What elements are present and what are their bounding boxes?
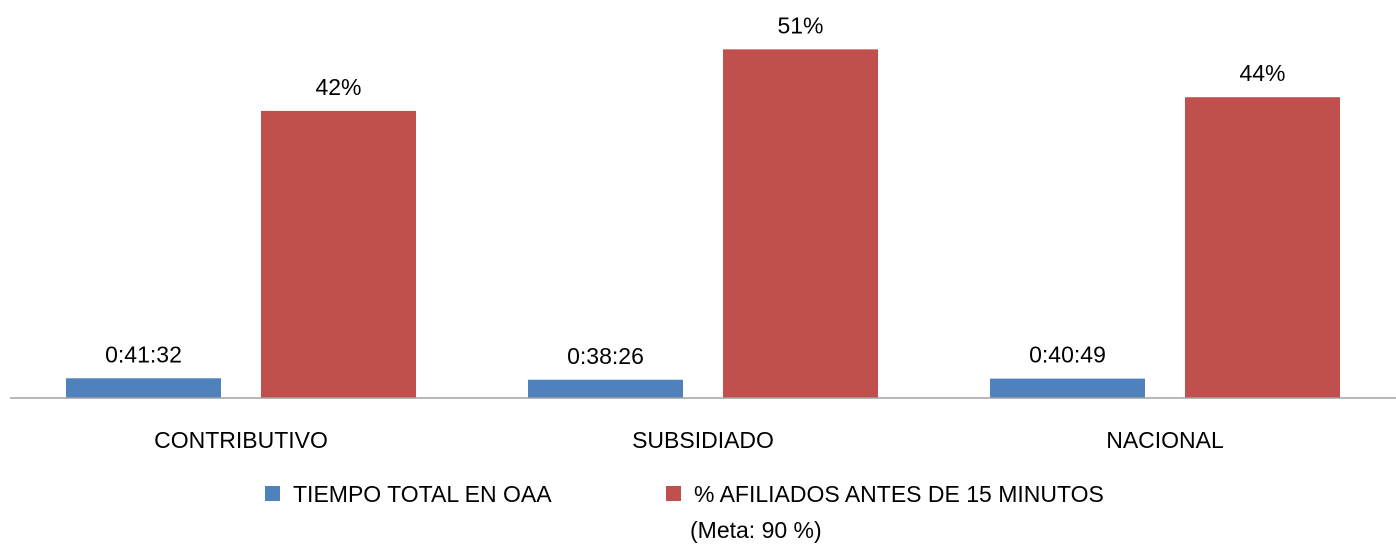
legend-label: TIEMPO TOTAL EN OAA: [293, 481, 552, 507]
bar: [261, 110, 416, 398]
x-tick-label: SUBSIDIADO: [632, 427, 774, 453]
value-label: 42%: [315, 74, 361, 100]
legend-swatch: [265, 486, 280, 501]
x-tick-label: NACIONAL: [1106, 427, 1224, 453]
legend-label: % AFILIADOS ANTES DE 15 MINUTOS (Meta: 90…: [690, 481, 1104, 543]
x-tick-label: CONTRIBUTIVO: [154, 427, 328, 453]
bar: [528, 379, 683, 398]
bar: [1185, 97, 1340, 398]
value-label: 51%: [777, 12, 823, 38]
value-label: 44%: [1239, 60, 1285, 86]
legend-swatch: [666, 486, 681, 501]
bar: [990, 378, 1145, 398]
value-label: 0:38:26: [567, 343, 644, 369]
value-label: 0:41:32: [105, 341, 182, 367]
value-label: 0:40:49: [1029, 342, 1106, 368]
bar: [66, 378, 221, 398]
bar: [723, 49, 878, 398]
